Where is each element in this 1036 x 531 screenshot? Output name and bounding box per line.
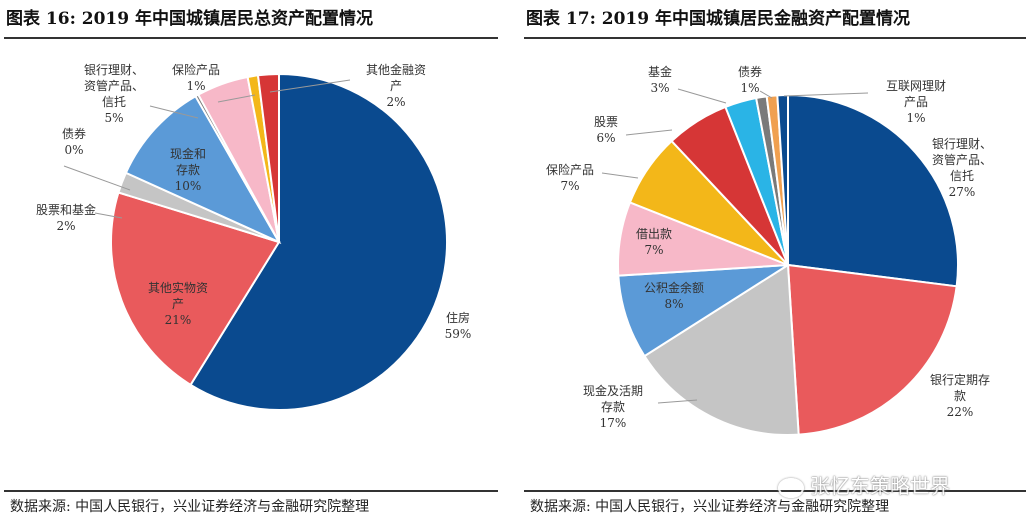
slice-label: 银行定期存款 22% [930, 372, 990, 419]
label-leader-line [625, 129, 673, 136]
slice-label: 现金和存款 10% [170, 146, 206, 193]
pie-chart-financial-assets: 银行理财、资管产品、信托 27% 银行定期存款 22% 现金及活期存款 17% 公积金余额 8… [546, 64, 992, 436]
slice-label: 借出款 7% [636, 227, 672, 257]
label-leader-line [94, 212, 123, 219]
figure-title: 图表 16: 2019 年中国城镇居民总资产配置情况 [6, 9, 374, 29]
wechat-icon [778, 477, 804, 498]
pie-slice [643, 263, 800, 436]
label-leader-line [601, 172, 639, 179]
chart-panel-16: 图表 16: 2019 年中国城镇居民总资产配置情况 住房 59% 其他实物资产 21… [0, 0, 508, 531]
slice-label: 保险产品 1% [172, 62, 220, 93]
pie-slice [124, 94, 282, 245]
label-leader-line [783, 92, 869, 97]
source-rule [524, 490, 1026, 492]
slice-label: 债券 0% [62, 126, 86, 157]
source-note: 数据来源: 中国人民银行，兴业证券经济与金融研究院整理 [530, 499, 890, 515]
title-rule [524, 37, 1026, 39]
chart-panel-17: 图表 17: 2019 年中国城镇居民金融资产配置情况 银行理财、资管产品、信托… [520, 0, 1036, 531]
slice-label: 公积金余额 8% [644, 280, 704, 311]
watermark: 张忆东策略世界 [778, 470, 950, 499]
pie-slice [787, 93, 960, 288]
pie-slice [786, 263, 958, 436]
label-leader-line [63, 165, 131, 191]
label-leader-line [759, 90, 773, 99]
slice-label: 股票 6% [594, 115, 618, 145]
slice-label: 银行理财、资管产品、信托 27% [932, 137, 992, 199]
slice-label: 债券 1% [738, 64, 762, 95]
label-leader-line [269, 79, 351, 93]
slice-label: 银行理财、资管产品、信托 5% [84, 63, 144, 125]
slice-label: 住房 59% [445, 310, 472, 341]
pie-slice [110, 191, 281, 387]
title-rule [4, 37, 498, 39]
slice-label: 互联网理财产品 1% [886, 79, 946, 125]
slice-label: 股票和基金 2% [36, 202, 96, 233]
watermark-text: 张忆东策略世界 [810, 474, 950, 498]
pie-slice [189, 72, 448, 411]
label-leader-line [677, 88, 727, 104]
figure-title: 图表 17: 2019 年中国城镇居民金融资产配置情况 [526, 9, 911, 29]
pie-slice [256, 72, 280, 243]
label-leader-line [657, 399, 698, 404]
source-note: 数据来源: 中国人民银行，兴业证券经济与金融研究院整理 [10, 499, 370, 515]
label-leader-line [217, 94, 256, 103]
pie-slice [776, 93, 789, 266]
slice-label: 基金 3% [648, 64, 672, 95]
slice-label: 其他金融资产 2% [366, 62, 426, 109]
slice-label: 现金及活期存款 17% [583, 383, 643, 430]
source-rule [4, 490, 498, 492]
pie-chart-total-assets: 住房 59% 其他实物资产 21% 股票和基金 2% 现金和存款 10% 债券 0%银行理财、资管… [36, 62, 472, 411]
slice-label: 保险产品 7% [546, 162, 594, 193]
label-leader-line [149, 105, 199, 119]
slice-label: 其他实物资产 21% [148, 280, 208, 327]
